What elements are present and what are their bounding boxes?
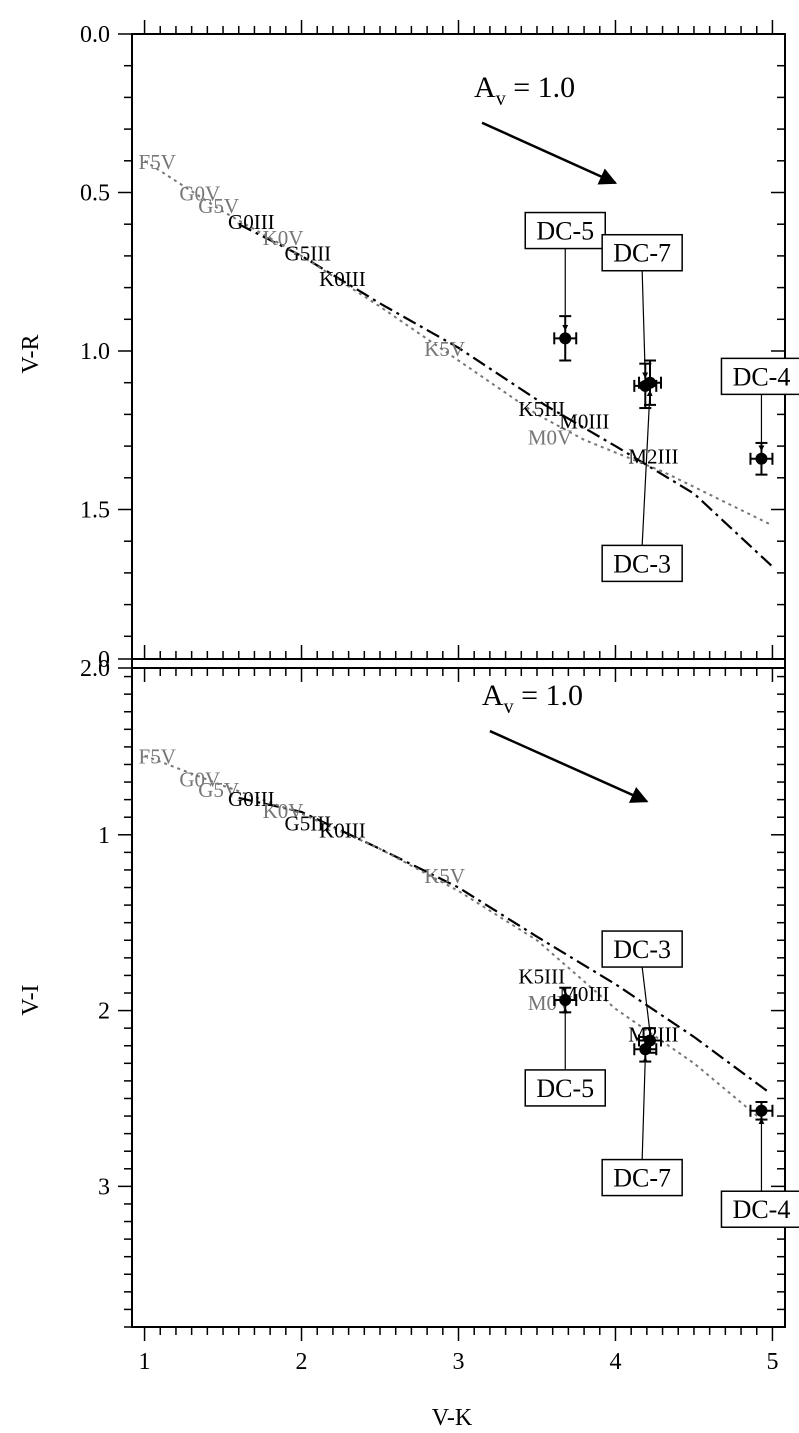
x-tick-label: 2 <box>296 1349 308 1375</box>
y-tick-label: 0.0 <box>80 22 110 48</box>
data-point-dc-4 <box>755 1104 768 1117</box>
point-label-dc-7: DC-7 <box>613 1164 671 1193</box>
spectral-label-k0v: K0V <box>263 799 304 823</box>
spectral-label-g5v: G5V <box>198 194 239 218</box>
reddening-vector-label: Av = 1.0 <box>474 71 575 110</box>
point-label-dc-5: DC-5 <box>536 217 594 246</box>
spectral-label-g5iii: G5III <box>285 811 332 835</box>
data-point-dc-4 <box>755 452 768 465</box>
reddening-vector-arrow <box>489 729 649 803</box>
x-tick-label: 4 <box>609 1349 621 1375</box>
label-box-dc-4 <box>720 1190 799 1228</box>
spectral-label-g5iii: G5III <box>285 242 332 266</box>
label-leader-dc-3 <box>641 966 653 1034</box>
y-tick-label: 0 <box>98 647 110 673</box>
y-tick-label: 1.0 <box>80 339 110 365</box>
dwarf-sequence-line <box>144 754 763 1121</box>
data-point-dc-5 <box>559 994 572 1007</box>
spectral-label-f5v: F5V <box>139 150 176 174</box>
label-box-dc-3 <box>601 544 683 583</box>
label-box-dc-4 <box>720 357 799 396</box>
data-point-dc-7 <box>639 1043 652 1056</box>
spectral-label-f5v: F5V <box>139 745 176 769</box>
label-box-dc-5 <box>524 211 606 250</box>
y-tick-label: 1.5 <box>80 498 110 524</box>
label-box-dc-7 <box>601 1158 683 1197</box>
spectral-label-k0iii: K0III <box>319 267 366 291</box>
reddening-vector-arrow <box>481 121 618 185</box>
x-axis-label-v-k: V-K <box>432 1405 473 1431</box>
spectral-label-k5v: K5V <box>424 864 465 888</box>
y-tick-label: 0.5 <box>80 181 110 207</box>
giant-sequence-line <box>238 796 769 1093</box>
label-leader-dc-3 <box>641 390 653 546</box>
spectral-label-g0v: G0V <box>179 768 220 792</box>
spectral-label-g0iii: G0III <box>228 210 275 234</box>
x-tick-label: 1 <box>139 1349 151 1375</box>
spectral-label-k0v: K0V <box>263 226 304 250</box>
y-axis-label-v-r: V-R <box>18 334 44 373</box>
x-tick-label: 5 <box>766 1349 778 1375</box>
spectral-label-k0iii: K0III <box>319 819 366 843</box>
spectral-label-m2iii: M2III <box>628 445 678 469</box>
dwarf-sequence-line <box>144 159 773 527</box>
y-tick-label: 1 <box>98 823 110 849</box>
label-box-dc-5 <box>524 1069 606 1107</box>
spectral-label-m0v: M0V <box>528 426 572 450</box>
spectral-label-g5v: G5V <box>198 778 239 802</box>
point-label-dc-3: DC-3 <box>613 549 671 578</box>
spectral-label-g0iii: G0III <box>228 787 275 811</box>
label-leader-dc-7 <box>641 1056 649 1160</box>
reddening-vector-label: Av = 1.0 <box>482 679 583 718</box>
point-label-dc-7: DC-7 <box>613 239 671 268</box>
label-box-dc-3 <box>601 930 683 968</box>
panel-top-v-r: 0.0 0.5 1.0 1.5 2.0 F5VG0VG5VG0IIIK0VG5IIIK0I… <box>80 20 799 682</box>
y-tick-label: 2.0 <box>80 656 110 682</box>
label-box-dc-7 <box>601 233 683 272</box>
y-axis-label-v-i: V-I <box>18 984 44 1015</box>
x-tick-label: 3 <box>453 1349 465 1375</box>
spectral-label-m0iii: M0III <box>559 410 609 434</box>
spectral-label-k5iii: K5III <box>518 397 565 421</box>
point-label-dc-5: DC-5 <box>536 1074 594 1103</box>
spectral-label-k5iii: K5III <box>518 964 565 988</box>
y-tick-label: 2 <box>98 999 110 1025</box>
spectral-label-g0v: G0V <box>179 182 220 206</box>
label-leader-dc-7 <box>641 270 649 379</box>
data-point-dc-5 <box>559 332 572 345</box>
data-point-dc-3 <box>644 376 657 389</box>
y-tick-label: 3 <box>98 1174 110 1200</box>
spectral-label-k5v: K5V <box>424 337 465 361</box>
plot-frame <box>131 658 786 1328</box>
point-label-dc-3: DC-3 <box>613 935 671 964</box>
point-label-dc-4: DC-4 <box>733 362 791 391</box>
point-label-dc-4: DC-4 <box>733 1195 791 1224</box>
